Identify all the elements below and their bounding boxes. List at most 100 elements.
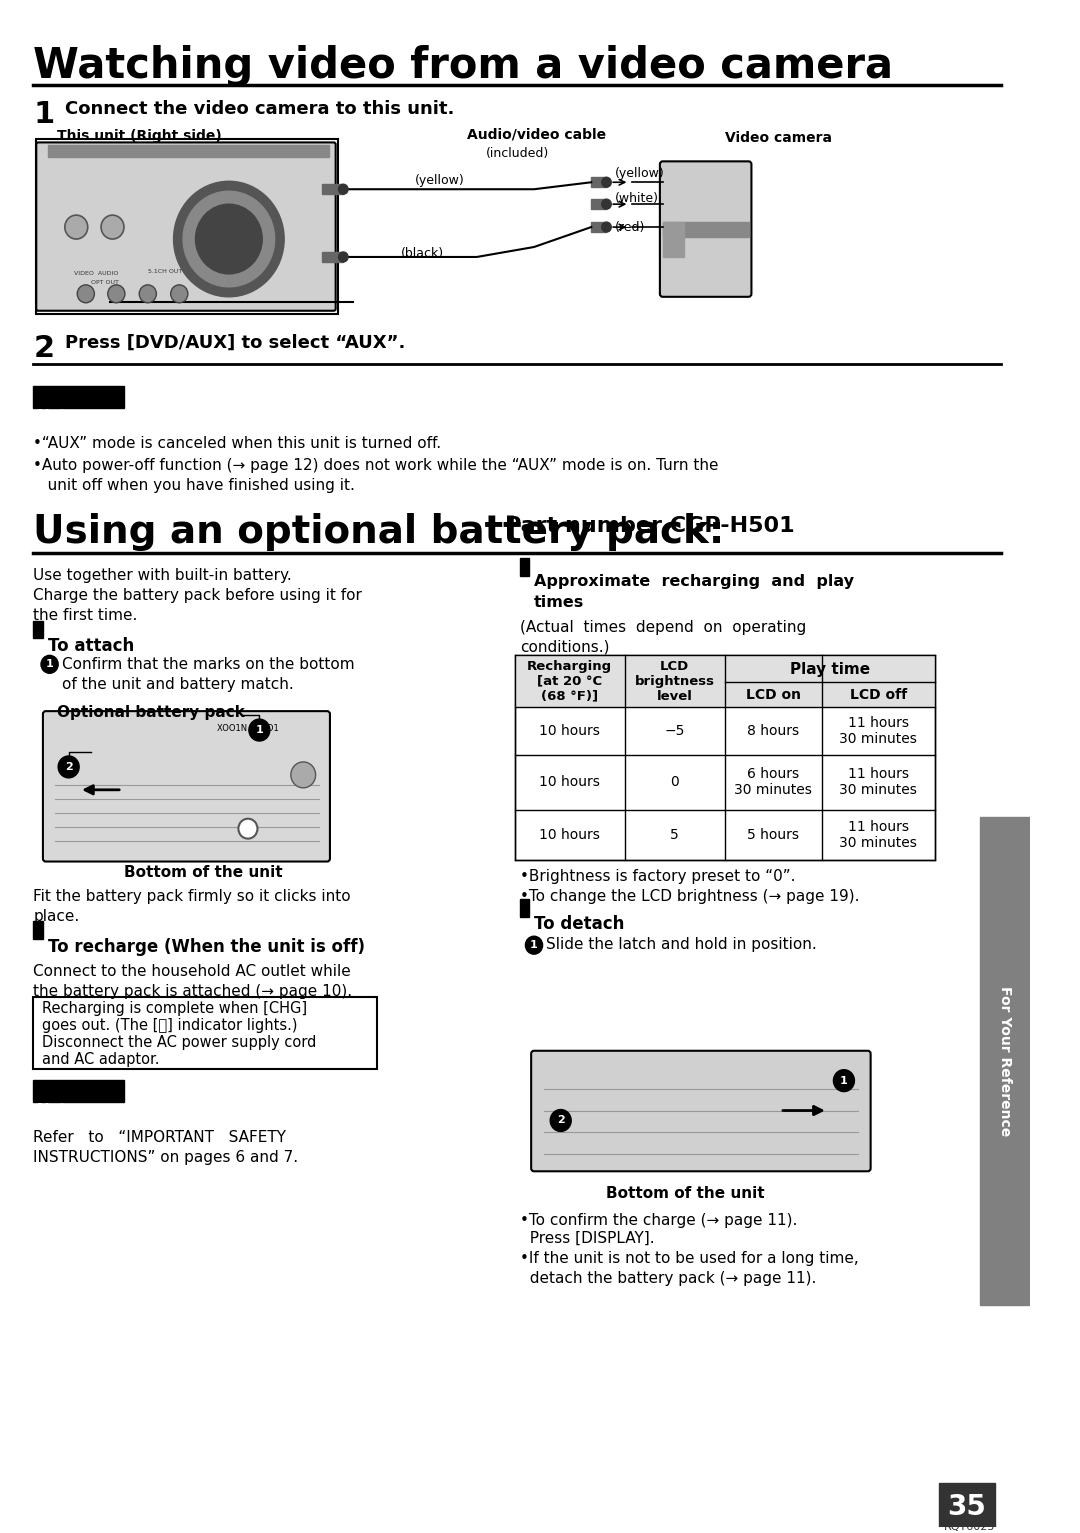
Text: 6 hours
30 minutes: 6 hours 30 minutes xyxy=(734,766,812,797)
Text: 5: 5 xyxy=(671,828,679,842)
Text: the first time.: the first time. xyxy=(33,607,138,622)
Text: XOO1N   XOO1: XOO1N XOO1 xyxy=(217,724,279,733)
Circle shape xyxy=(834,1070,854,1091)
Text: 35: 35 xyxy=(947,1493,986,1521)
Circle shape xyxy=(239,819,257,839)
Circle shape xyxy=(602,199,611,208)
Bar xyxy=(515,656,934,707)
Text: Note: Note xyxy=(37,1102,77,1118)
FancyBboxPatch shape xyxy=(531,1050,870,1171)
FancyBboxPatch shape xyxy=(37,143,336,311)
Text: To attach: To attach xyxy=(48,638,134,656)
Text: This unit (Right side): This unit (Right side) xyxy=(57,129,222,144)
Text: •Auto power-off function (→ page 12) does not work while the “AUX” mode is on. T: •Auto power-off function (→ page 12) doe… xyxy=(33,458,719,474)
Text: Watching video from a video camera: Watching video from a video camera xyxy=(33,44,893,87)
Text: 11 hours
30 minutes: 11 hours 30 minutes xyxy=(839,716,917,747)
Bar xyxy=(663,222,748,238)
Text: Audio/video cable: Audio/video cable xyxy=(468,127,606,141)
Text: To recharge (When the unit is off): To recharge (When the unit is off) xyxy=(48,938,365,957)
Text: LCD on: LCD on xyxy=(746,688,801,702)
Circle shape xyxy=(291,762,315,788)
Text: 5.1CH OUT: 5.1CH OUT xyxy=(148,268,183,274)
Text: Use together with built-in battery.: Use together with built-in battery. xyxy=(33,567,292,583)
Text: of the unit and battery match.: of the unit and battery match. xyxy=(62,678,294,693)
Circle shape xyxy=(195,204,262,274)
Text: conditions.): conditions.) xyxy=(519,639,609,655)
Bar xyxy=(940,1482,995,1527)
Circle shape xyxy=(139,285,157,304)
Text: (yellow): (yellow) xyxy=(415,175,464,187)
Text: LCD
brightness
level: LCD brightness level xyxy=(635,659,715,702)
Text: Bottom of the unit: Bottom of the unit xyxy=(606,1187,765,1202)
Text: VIDEO  AUDIO: VIDEO AUDIO xyxy=(75,271,119,276)
Bar xyxy=(591,199,607,208)
Text: place.: place. xyxy=(33,909,80,924)
Text: Connect to the household AC outlet while: Connect to the household AC outlet while xyxy=(33,964,351,980)
Circle shape xyxy=(78,285,94,304)
Text: goes out. (The [⏻] indicator lights.): goes out. (The [⏻] indicator lights.) xyxy=(42,1018,297,1033)
Text: 8 hours: 8 hours xyxy=(747,724,799,737)
Circle shape xyxy=(108,285,125,304)
Bar xyxy=(33,621,43,638)
Bar xyxy=(322,251,343,262)
Bar xyxy=(33,1079,124,1102)
Text: Optional battery pack: Optional battery pack xyxy=(57,705,245,721)
Circle shape xyxy=(102,215,124,239)
Text: detach the battery pack (→ page 11).: detach the battery pack (→ page 11). xyxy=(519,1271,816,1286)
Bar xyxy=(663,222,684,258)
Text: Using an optional battery pack:: Using an optional battery pack: xyxy=(33,514,725,550)
Text: Press [DISPLAY].: Press [DISPLAY]. xyxy=(519,1231,654,1246)
Text: RQT6025: RQT6025 xyxy=(944,1522,996,1531)
Text: unit off when you have finished using it.: unit off when you have finished using it… xyxy=(33,478,355,494)
Text: (included): (included) xyxy=(486,147,550,161)
Bar xyxy=(33,386,124,408)
Bar xyxy=(48,146,329,158)
Circle shape xyxy=(41,656,58,673)
Text: Approximate  recharging  and  play: Approximate recharging and play xyxy=(534,573,854,589)
FancyBboxPatch shape xyxy=(660,161,752,297)
Text: Refer   to   “IMPORTANT   SAFETY: Refer to “IMPORTANT SAFETY xyxy=(33,1130,286,1145)
Text: 10 hours: 10 hours xyxy=(539,724,600,737)
Text: −5: −5 xyxy=(664,724,685,737)
Text: For Your Reference: For Your Reference xyxy=(998,986,1012,1136)
Circle shape xyxy=(550,1110,571,1131)
Bar xyxy=(981,817,1030,1305)
Text: 1: 1 xyxy=(45,659,54,670)
Text: •To change the LCD brightness (→ page 19).: •To change the LCD brightness (→ page 19… xyxy=(519,889,860,904)
Bar xyxy=(322,184,343,195)
Circle shape xyxy=(248,719,270,740)
Text: 1: 1 xyxy=(33,100,55,129)
Text: OPT OUT: OPT OUT xyxy=(91,281,119,285)
Text: (Actual  times  depend  on  operating: (Actual times depend on operating xyxy=(519,619,806,635)
Text: Video camera: Video camera xyxy=(725,132,832,146)
Text: (white): (white) xyxy=(616,192,659,205)
Text: the battery pack is attached (→ page 10).: the battery pack is attached (→ page 10)… xyxy=(33,984,352,1000)
Text: (black): (black) xyxy=(401,247,444,261)
Text: 11 hours
30 minutes: 11 hours 30 minutes xyxy=(839,766,917,797)
Text: Disconnect the AC power supply cord: Disconnect the AC power supply cord xyxy=(42,1035,316,1050)
Text: 11 hours
30 minutes: 11 hours 30 minutes xyxy=(839,820,917,849)
Text: LCD off: LCD off xyxy=(850,688,907,702)
Text: Press [DVD/AUX] to select “AUX”.: Press [DVD/AUX] to select “AUX”. xyxy=(65,334,405,351)
Text: INSTRUCTIONS” on pages 6 and 7.: INSTRUCTIONS” on pages 6 and 7. xyxy=(33,1150,298,1165)
Bar xyxy=(591,222,607,231)
Text: Play time: Play time xyxy=(789,662,869,676)
Bar xyxy=(33,921,43,940)
Text: 2: 2 xyxy=(65,762,72,773)
Text: 10 hours: 10 hours xyxy=(539,776,600,789)
Circle shape xyxy=(174,181,284,297)
Circle shape xyxy=(65,215,87,239)
Text: •Brightness is factory preset to “0”.: •Brightness is factory preset to “0”. xyxy=(519,869,795,885)
Circle shape xyxy=(526,937,542,954)
Text: •To confirm the charge (→ page 11).: •To confirm the charge (→ page 11). xyxy=(519,1213,797,1228)
Text: 2: 2 xyxy=(33,334,54,363)
Text: (yellow): (yellow) xyxy=(616,167,665,181)
Circle shape xyxy=(58,756,79,777)
Circle shape xyxy=(338,251,348,262)
Text: To detach: To detach xyxy=(534,915,624,934)
Bar xyxy=(519,900,529,917)
Circle shape xyxy=(602,178,611,187)
Bar xyxy=(519,558,529,576)
Bar xyxy=(515,656,934,860)
Text: 5 hours: 5 hours xyxy=(747,828,799,842)
